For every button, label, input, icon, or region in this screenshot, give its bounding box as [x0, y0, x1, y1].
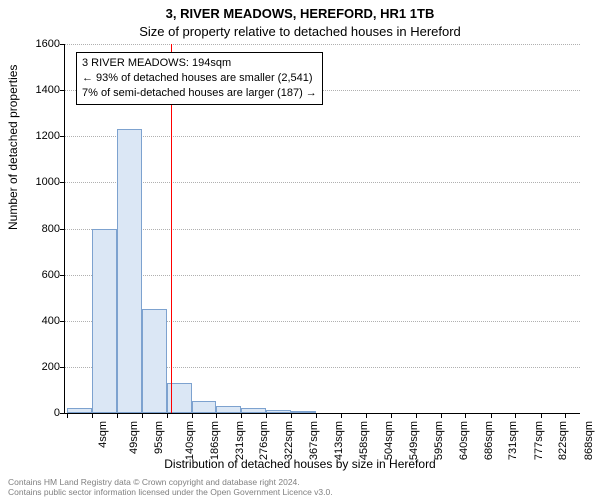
x-tick-mark — [391, 413, 392, 418]
y-axis-label: Number of detached properties — [6, 65, 20, 230]
x-tick-mark — [67, 413, 68, 418]
x-tick-mark — [266, 413, 267, 418]
y-tick-mark — [60, 136, 65, 137]
histogram-bar — [192, 401, 217, 413]
histogram-bar — [216, 406, 241, 413]
x-tick-label: 686sqm — [483, 421, 495, 460]
histogram-bar — [266, 410, 291, 413]
x-tick-label: 231sqm — [234, 421, 246, 460]
histogram-bar — [67, 408, 92, 413]
x-tick-mark — [366, 413, 367, 418]
x-tick-label: 413sqm — [333, 421, 345, 460]
x-tick-mark — [92, 413, 93, 418]
annotation-box: 3 RIVER MEADOWS: 194sqm← 93% of detached… — [76, 52, 323, 105]
y-tick-mark — [60, 413, 65, 414]
y-tick-label: 200 — [26, 361, 60, 373]
y-tick-mark — [60, 44, 65, 45]
histogram-bar — [92, 229, 117, 414]
chart-container: 3, RIVER MEADOWS, HEREFORD, HR1 1TB Size… — [0, 0, 600, 500]
x-tick-mark — [565, 413, 566, 418]
grid-line — [65, 182, 580, 183]
y-tick-mark — [60, 367, 65, 368]
histogram-bar — [241, 408, 266, 413]
x-tick-mark — [192, 413, 193, 418]
x-tick-label: 276sqm — [258, 421, 270, 460]
x-tick-label: 640sqm — [458, 421, 470, 460]
x-tick-mark — [515, 413, 516, 418]
x-tick-mark — [341, 413, 342, 418]
y-tick-label: 400 — [26, 315, 60, 327]
x-tick-label: 549sqm — [408, 421, 420, 460]
x-tick-label: 777sqm — [533, 421, 545, 460]
footer-line-2: Contains public sector information licen… — [8, 488, 333, 498]
x-tick-label: 140sqm — [184, 421, 196, 460]
x-tick-label: 504sqm — [383, 421, 395, 460]
y-tick-mark — [60, 182, 65, 183]
x-tick-label: 822sqm — [557, 421, 569, 460]
x-tick-label: 367sqm — [308, 421, 320, 460]
grid-line — [65, 44, 580, 45]
x-tick-mark — [291, 413, 292, 418]
x-tick-label: 868sqm — [583, 421, 595, 460]
x-tick-mark — [167, 413, 168, 418]
grid-line — [65, 229, 580, 230]
chart-title-sub: Size of property relative to detached ho… — [0, 24, 600, 39]
x-tick-mark — [541, 413, 542, 418]
y-tick-mark — [60, 90, 65, 91]
x-tick-mark — [441, 413, 442, 418]
y-tick-label: 1000 — [26, 176, 60, 188]
y-tick-label: 1200 — [26, 130, 60, 142]
histogram-bar — [291, 411, 316, 413]
y-tick-mark — [60, 275, 65, 276]
x-tick-mark — [316, 413, 317, 418]
grid-line — [65, 136, 580, 137]
x-tick-mark — [142, 413, 143, 418]
chart-title-main: 3, RIVER MEADOWS, HEREFORD, HR1 1TB — [0, 6, 600, 21]
annotation-line: 3 RIVER MEADOWS: 194sqm — [82, 56, 317, 71]
y-tick-mark — [60, 321, 65, 322]
annotation-line: 7% of semi-detached houses are larger (1… — [82, 86, 317, 101]
y-tick-label: 800 — [26, 223, 60, 235]
x-tick-mark — [491, 413, 492, 418]
annotation-line: ← 93% of detached houses are smaller (2,… — [82, 71, 317, 86]
y-tick-label: 1600 — [26, 38, 60, 50]
x-tick-label: 49sqm — [128, 421, 140, 454]
x-tick-mark — [241, 413, 242, 418]
y-tick-mark — [60, 229, 65, 230]
x-tick-label: 95sqm — [153, 421, 165, 454]
histogram-bar — [142, 309, 167, 413]
x-tick-label: 595sqm — [433, 421, 445, 460]
x-tick-label: 186sqm — [209, 421, 221, 460]
histogram-bar — [117, 129, 142, 413]
x-tick-mark — [216, 413, 217, 418]
footer-attribution: Contains HM Land Registry data © Crown c… — [8, 478, 333, 498]
y-tick-label: 1400 — [26, 84, 60, 96]
x-tick-mark — [416, 413, 417, 418]
x-tick-label: 458sqm — [358, 421, 370, 460]
grid-line — [65, 275, 580, 276]
x-tick-mark — [117, 413, 118, 418]
x-tick-mark — [465, 413, 466, 418]
x-tick-label: 4sqm — [97, 421, 109, 448]
y-tick-label: 600 — [26, 269, 60, 281]
x-tick-label: 731sqm — [508, 421, 520, 460]
x-tick-label: 322sqm — [284, 421, 296, 460]
y-tick-label: 0 — [26, 407, 60, 419]
